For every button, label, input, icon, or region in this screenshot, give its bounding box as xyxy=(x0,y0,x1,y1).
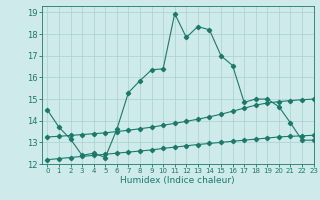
X-axis label: Humidex (Indice chaleur): Humidex (Indice chaleur) xyxy=(120,176,235,185)
